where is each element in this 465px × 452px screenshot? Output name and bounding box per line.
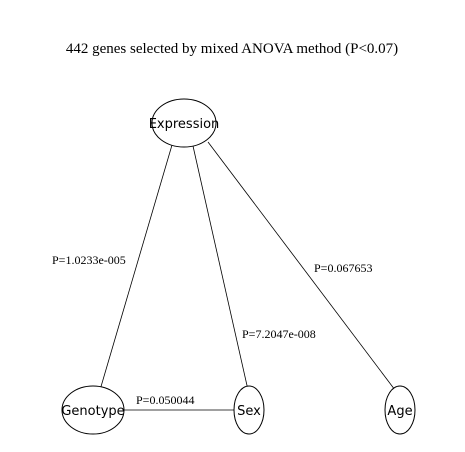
edge-label-expression-genotype: P=1.0233e-005 xyxy=(52,253,126,267)
edge-label-expression-sex: P=7.2047e-008 xyxy=(242,327,316,341)
edge-expression-age xyxy=(207,141,396,391)
edge-expression-sex xyxy=(192,145,249,391)
diagram-title: 442 genes selected by mixed ANOVA method… xyxy=(66,41,398,57)
node-expression-label: Expression xyxy=(149,117,220,132)
edge-expression-genotype xyxy=(99,144,173,391)
node-age: Age xyxy=(384,385,416,435)
node-sex: Sex xyxy=(233,385,265,435)
edge-label-expression-age: P=0.067653 xyxy=(314,261,372,275)
node-genotype: Genotype xyxy=(61,385,125,435)
node-age-label: Age xyxy=(387,404,412,419)
node-genotype-label: Genotype xyxy=(61,404,124,419)
node-sex-label: Sex xyxy=(237,404,261,419)
edge-label-genotype-sex: P=0.050044 xyxy=(136,393,194,407)
node-expression: Expression xyxy=(149,98,220,148)
